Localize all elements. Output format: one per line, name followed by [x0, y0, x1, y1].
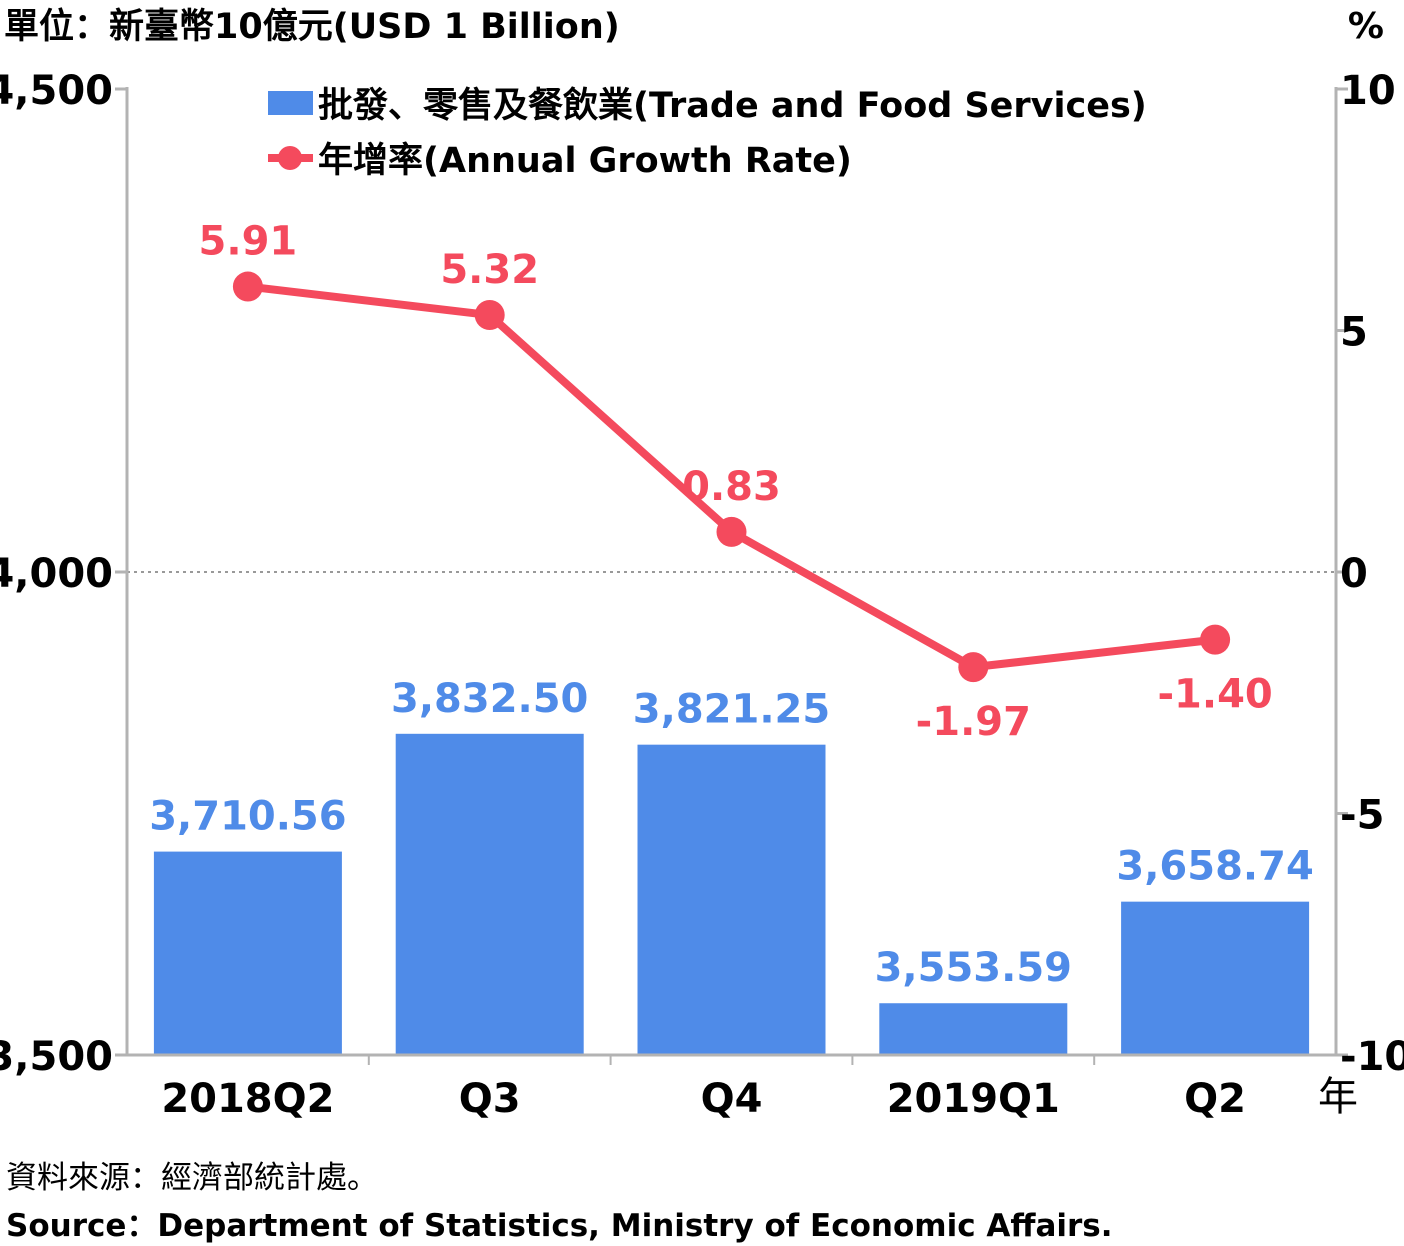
bar-2019Q1: [879, 1003, 1068, 1055]
x-tick-label-2019Q1: 2019Q1: [887, 1076, 1060, 1122]
source-en: Source：Department of Statistics, Ministr…: [6, 1208, 1113, 1244]
right-tick-label-10: 10: [1340, 68, 1396, 114]
right-unit-label: %: [1348, 6, 1384, 47]
bar-label-Q2: 3,658.74: [1116, 844, 1313, 890]
bar-label-2019Q1: 3,553.59: [875, 945, 1072, 991]
growth-label-Q2: -1.40: [1157, 672, 1272, 718]
x-tick-label-Q4: Q4: [701, 1076, 763, 1122]
legend-line-label: 年增率(Annual Growth Rate): [318, 141, 852, 181]
left-tick-label-4000: 4,000: [0, 551, 113, 597]
x-axis-label: 年: [1318, 1074, 1358, 1120]
growth-label-Q3: 5.32: [440, 247, 539, 293]
growth-label-2018Q2: 5.91: [199, 219, 298, 265]
growth-point-Q2: [1200, 624, 1231, 655]
bar-Q4: [637, 744, 826, 1055]
left-tick-label-4500: 4,500: [0, 68, 113, 114]
x-tick-label-Q2: Q2: [1184, 1076, 1246, 1122]
growth-label-Q4: 0.83: [682, 464, 781, 510]
right-tick-label-0: 0: [1340, 551, 1368, 597]
bar-label-2018Q2: 3,710.56: [149, 794, 346, 840]
bar-label-Q3: 3,832.50: [391, 676, 588, 722]
growth-label-2019Q1: -1.97: [916, 699, 1031, 745]
legend-bar-label: 批發、零售及餐飲業(Trade and Food Services): [318, 86, 1147, 126]
growth-point-Q3: [474, 300, 505, 331]
bar-Q3: [395, 733, 584, 1055]
growth-point-Q4: [716, 516, 747, 547]
growth-point-2018Q2: [232, 271, 263, 302]
legend-bar-swatch: [268, 91, 313, 115]
bar-label-Q4: 3,821.25: [633, 687, 830, 733]
x-tick-label-Q3: Q3: [459, 1076, 521, 1122]
left-tick-label-3500: 3,500: [0, 1034, 113, 1080]
bar-Q2: [1121, 901, 1310, 1055]
legend-line-marker: [278, 146, 302, 170]
growth-point-2019Q1: [958, 652, 989, 683]
right-tick-label--5: -5: [1340, 793, 1384, 839]
left-unit-label: 單位：新臺幣10億元(USD 1 Billion): [4, 7, 620, 47]
x-tick-label-2018Q2: 2018Q2: [161, 1076, 334, 1122]
right-tick-label--10: -10: [1340, 1034, 1404, 1080]
source-zh: 資料來源：經濟部統計處。: [6, 1160, 378, 1196]
right-tick-label-5: 5: [1340, 310, 1368, 356]
bar-2018Q2: [153, 851, 342, 1055]
